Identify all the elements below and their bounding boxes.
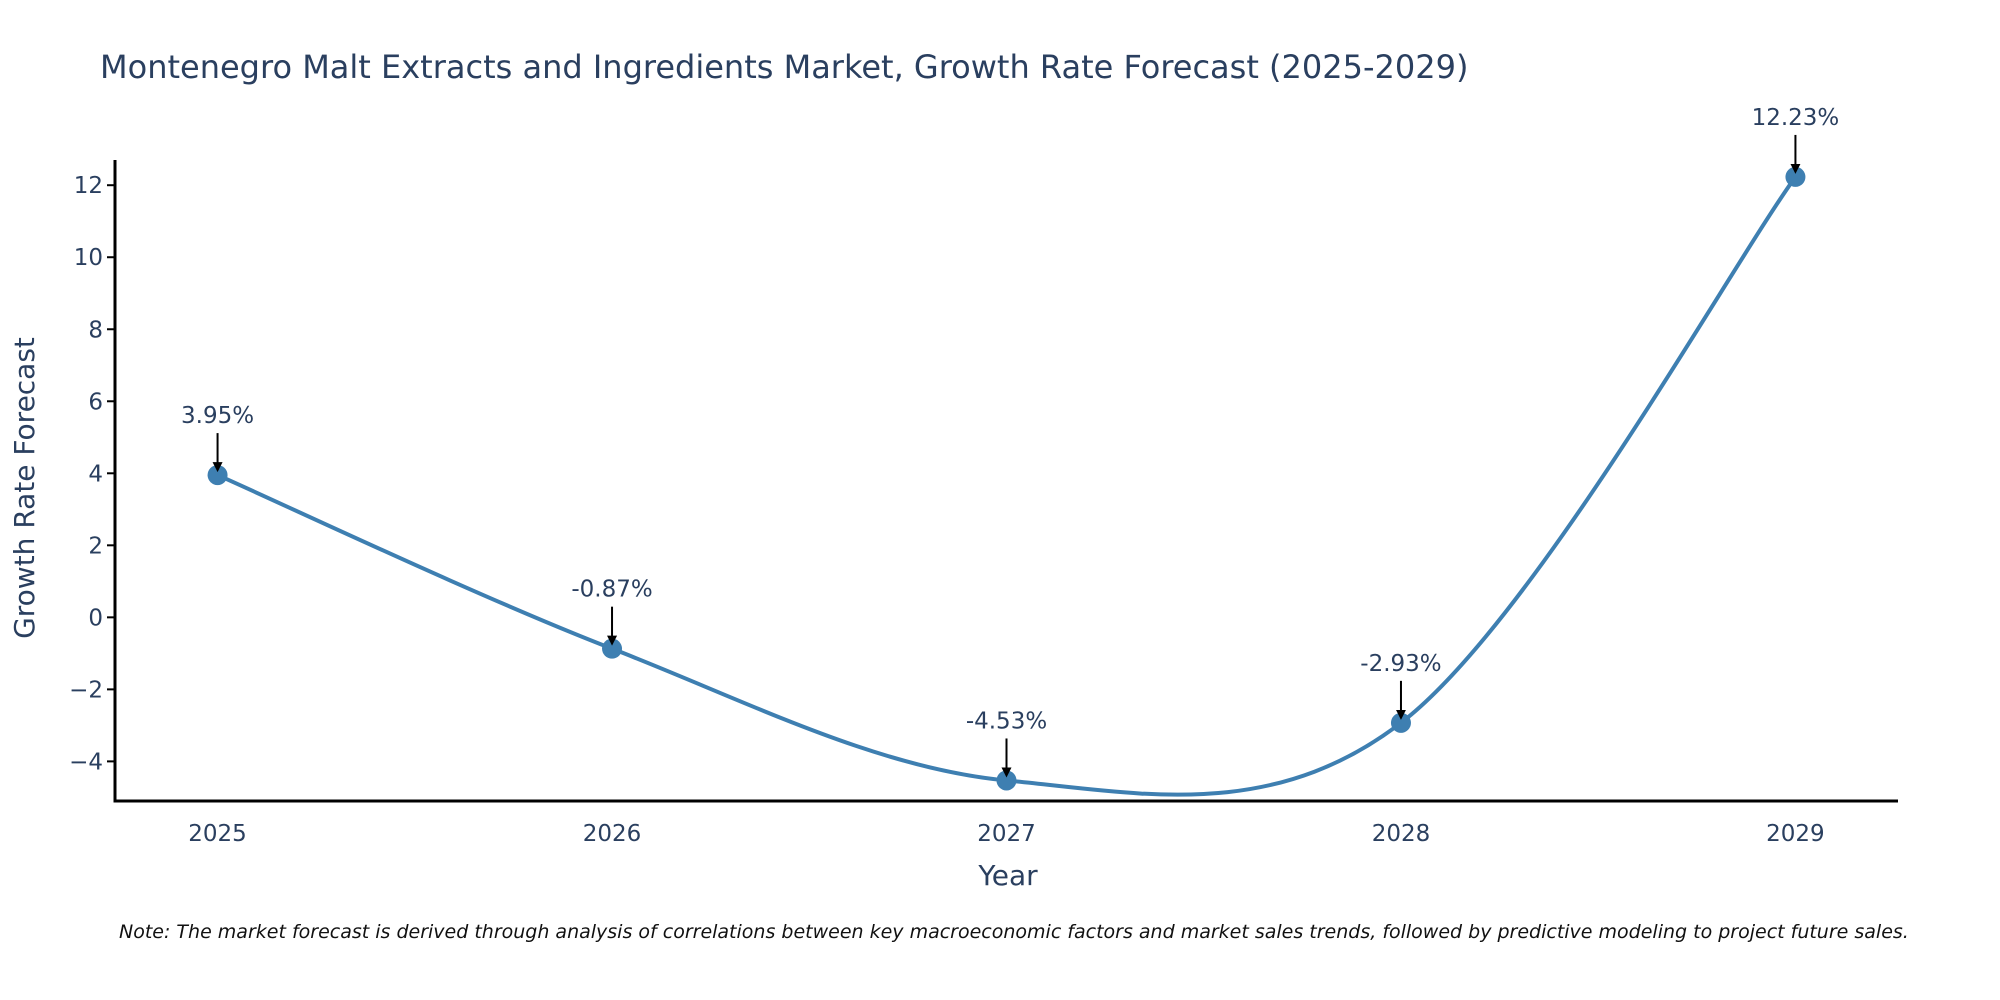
x-tick-label: 2027 — [977, 821, 1036, 847]
data-label-2028: -2.93% — [1360, 651, 1441, 677]
x-tick-label: 2029 — [1766, 821, 1825, 847]
y-tick-label: 4 — [88, 461, 103, 487]
x-tick-label: 2025 — [188, 821, 247, 847]
data-label-2027: -4.53% — [966, 708, 1047, 734]
y-tick-label: 0 — [88, 605, 103, 631]
y-tick-label: −2 — [69, 677, 103, 703]
y-tick-label: 12 — [74, 173, 103, 199]
data-label-2029: 12.23% — [1752, 105, 1840, 131]
y-tick-label: 10 — [74, 245, 103, 271]
data-label-2025: 3.95% — [181, 403, 254, 429]
y-tick-label: −4 — [69, 749, 103, 775]
x-tick-label: 2026 — [583, 821, 642, 847]
y-tick-label: 6 — [88, 389, 103, 415]
chart-note: Note: The market forecast is derived thr… — [119, 921, 1909, 943]
x-axis-title: Year — [977, 859, 1038, 892]
y-axis-title: Growth Rate Forecast — [8, 337, 41, 639]
data-label-2026: -0.87% — [571, 577, 652, 603]
y-tick-label: 2 — [88, 533, 103, 559]
x-tick-label: 2028 — [1372, 821, 1431, 847]
chart-title: Montenegro Malt Extracts and Ingredients… — [100, 48, 1469, 86]
series-line — [215, 174, 1798, 797]
y-tick-label: 8 — [88, 317, 103, 343]
